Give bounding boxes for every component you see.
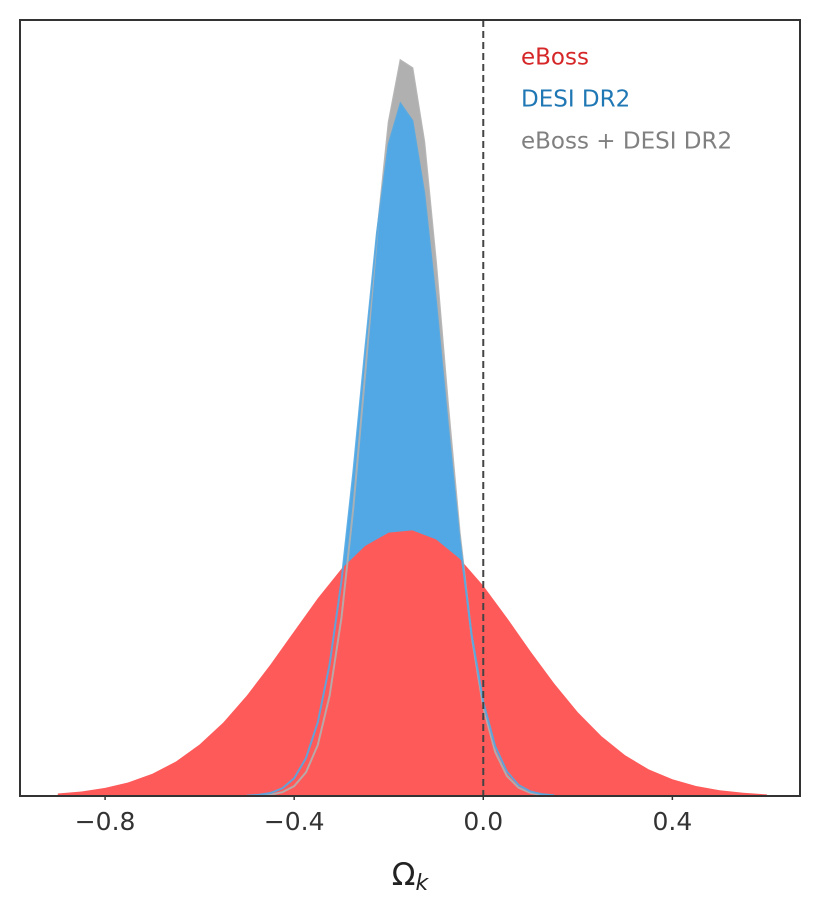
x-label-symbol: Ω: [392, 857, 416, 893]
density-line: [246, 101, 555, 797]
density-area: [246, 103, 555, 797]
density-area: [57, 530, 767, 796]
legend-entry: DESI DR2: [521, 87, 630, 113]
x-tick-label: 0.4: [652, 807, 692, 836]
legend-entry: eBoss + DESI DR2: [521, 129, 732, 155]
x-label-subscript: k: [415, 871, 429, 896]
x-tick-label: −0.4: [264, 807, 325, 836]
x-tick-label: 0.0: [463, 807, 503, 836]
density-line: [246, 58, 555, 797]
x-axis-label: Ωk: [392, 857, 430, 897]
legend-entry: eBoss: [521, 45, 589, 71]
plot-frame: [19, 19, 801, 797]
x-tick-label: −0.8: [75, 807, 136, 836]
